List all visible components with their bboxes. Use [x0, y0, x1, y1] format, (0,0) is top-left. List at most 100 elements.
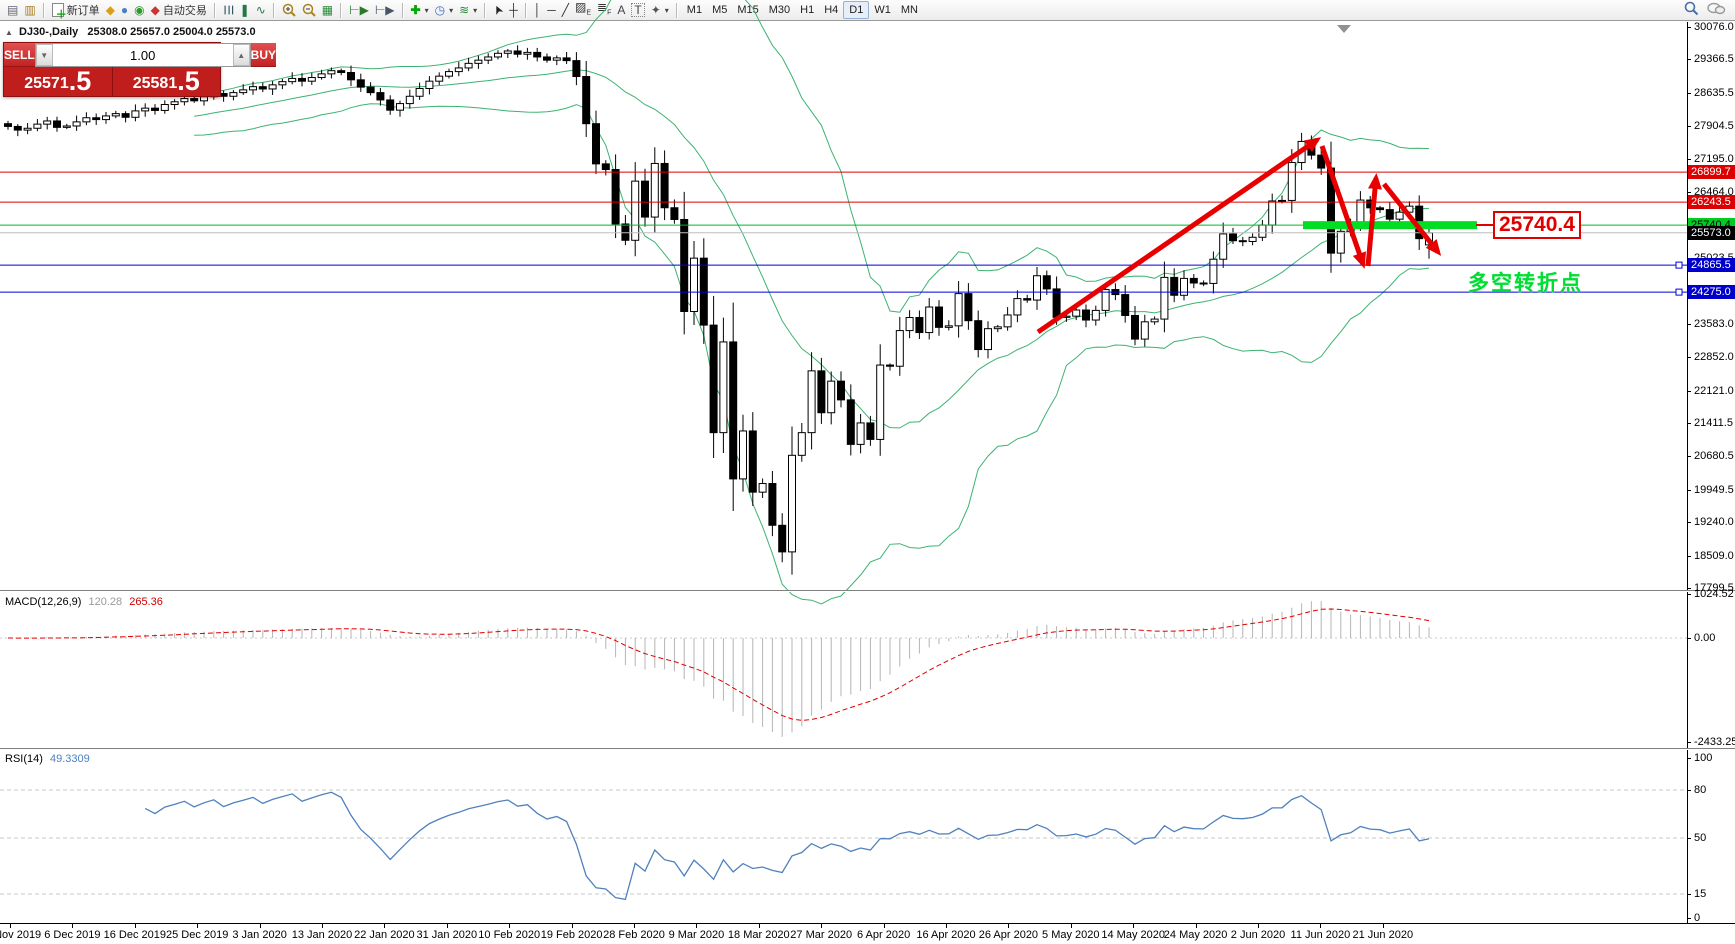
date-tick	[1008, 924, 1010, 928]
date-tick	[821, 924, 823, 928]
panel-splitter[interactable]	[0, 748, 1735, 749]
crosshair-tool-icon[interactable]: ┼	[509, 3, 518, 17]
tab-timeframe-m15[interactable]: M15	[737, 4, 759, 16]
horizontal-line-tool-icon[interactable]: ─	[547, 3, 556, 17]
tab-timeframe-h1[interactable]: H1	[800, 4, 815, 16]
ohlc-values: 25308.0 25657.0 25004.0 25573.0	[87, 26, 256, 38]
chart-window-icon[interactable]: ▤	[7, 3, 19, 17]
axis-tick	[1687, 790, 1691, 791]
date-tick-label: 3 Jan 2020	[232, 929, 287, 941]
volume-decrease-button[interactable]: ▼	[35, 44, 53, 66]
new-order-button[interactable]: ＋ 新订单	[49, 1, 103, 21]
buy-button[interactable]: BUY	[250, 43, 277, 67]
date-tick-label: 11 Jun 2020	[1290, 929, 1351, 941]
signals-icon[interactable]: ◉	[134, 3, 145, 17]
bar-chart-mode-icon[interactable]: ☰	[221, 4, 236, 16]
candle-chart-mode-icon[interactable]: ❚	[239, 3, 250, 17]
tab-timeframe-d1[interactable]: D1	[843, 1, 870, 19]
date-tick-label: 26 Apr 2020	[978, 929, 1039, 941]
sell-button[interactable]: SELL	[4, 43, 35, 67]
date-tick-label: 14 May 2020	[1101, 929, 1165, 941]
tab-timeframe-w1[interactable]: W1	[874, 4, 891, 16]
tab-timeframe-m30[interactable]: M30	[768, 4, 791, 16]
axis-tick-label: 1024.52	[1694, 588, 1734, 600]
line-chart-mode-icon[interactable]: ∿	[255, 3, 266, 17]
axis-tick	[1687, 556, 1691, 557]
date-tick-label: 13 Jan 2020	[291, 929, 353, 941]
date-tick	[259, 924, 261, 928]
chevron-down-icon: ▾	[449, 5, 454, 15]
axis-tick	[1687, 758, 1691, 759]
date-tick-label: 2 Jun 2020	[1230, 929, 1286, 941]
autotrading-icon: ◆	[150, 3, 160, 17]
search-icon[interactable]	[1684, 1, 1699, 19]
chat-icon[interactable]	[1707, 2, 1726, 19]
indicator-window-alt-icon[interactable]: ⊢▶	[374, 3, 395, 17]
profiles-icon[interactable]: ▥	[24, 3, 36, 17]
autotrading-button[interactable]: ◆ 自动交易	[148, 1, 210, 19]
tab-timeframe-h4[interactable]: H4	[824, 4, 839, 16]
rsi-value: 49.3309	[49, 753, 90, 765]
period-clock-icon[interactable]: ◷ ▾	[434, 3, 454, 17]
text-tool-label: A	[617, 3, 626, 17]
axis-tick-label: 100	[1694, 752, 1713, 764]
date-tick	[1195, 924, 1197, 928]
symbol-period-label: DJ30-,Daily	[18, 26, 79, 38]
buy-price-frac: .5	[177, 66, 200, 96]
axis-tick-label: 22852.0	[1694, 351, 1734, 363]
date-tick-label: 16 Apr 2020	[916, 929, 976, 941]
axis-tick-label: 17799.5	[1694, 582, 1734, 594]
template-icon[interactable]: ≋ ▾	[459, 3, 478, 17]
indicator-window-icon[interactable]: ⊢▶	[349, 3, 369, 17]
fibonacci-tool-icon[interactable]: ≣F	[597, 0, 612, 17]
trendline-tool-icon[interactable]: ╱	[561, 3, 569, 17]
cursor-tool-icon[interactable]: ➤	[489, 2, 507, 18]
tab-timeframe-m1[interactable]: M1	[686, 4, 703, 16]
channel-tool-icon[interactable]: ▨E	[574, 0, 591, 17]
turning-point-annotation[interactable]: 多空转折点	[1468, 272, 1583, 295]
rsi-indicator-panel[interactable]	[0, 750, 1687, 923]
add-indicator-button[interactable]: ✚ ▾	[410, 3, 429, 17]
date-tick-label: 9 Mar 2020	[668, 929, 725, 941]
price-level-label: 25573.0	[1688, 226, 1735, 240]
sell-price[interactable]: 25571.5	[4, 67, 112, 96]
date-tick	[571, 924, 573, 928]
zoom-out-icon[interactable]	[299, 1, 319, 19]
toolbar-separator	[272, 2, 275, 18]
axis-tick	[1687, 159, 1691, 160]
collapse-one-click-icon[interactable]: ▲	[5, 28, 13, 37]
styles-icon[interactable]: ◆	[105, 3, 115, 17]
date-tick-label: 24 May 2020	[1163, 929, 1228, 941]
date-tick	[758, 924, 760, 928]
community-icon[interactable]: ●	[120, 3, 129, 17]
axis-tick-label: 27904.5	[1694, 120, 1734, 132]
new-order-label: 新订单	[66, 5, 100, 17]
macd-indicator-panel[interactable]	[0, 592, 1687, 748]
zoom-in-icon[interactable]	[279, 1, 299, 19]
axis-tick	[1687, 93, 1691, 94]
text-tool-icon[interactable]: A	[614, 1, 628, 19]
axis-tick	[1687, 638, 1691, 639]
axis-tick-label: 23583.0	[1694, 318, 1734, 330]
price-callout-label[interactable]: 25740.4	[1493, 211, 1581, 239]
volume-increase-button[interactable]: ▲	[232, 44, 250, 66]
arrows-tool-icon[interactable]: ✦ ▾	[650, 3, 669, 17]
label-tool-icon[interactable]: T	[628, 1, 647, 19]
axis-tick-label: 80	[1694, 784, 1707, 796]
sell-price-main: 25571	[24, 75, 69, 92]
trade-panel-divider	[111, 67, 113, 96]
sell-price-frac: .5	[68, 66, 92, 96]
panel-splitter[interactable]	[0, 590, 1735, 591]
tab-timeframe-mn[interactable]: MN	[900, 4, 918, 16]
chevron-down-icon: ▾	[473, 5, 478, 15]
buy-price[interactable]: 25581.5	[113, 67, 221, 96]
macd-label: MACD(12,26,9) 120.28 265.36	[5, 596, 163, 608]
volume-input[interactable]	[52, 44, 233, 66]
axis-tick-label: 27195.0	[1694, 153, 1734, 165]
main-price-chart[interactable]	[0, 0, 1687, 605]
date-tick	[446, 924, 448, 928]
tab-timeframe-m5[interactable]: M5	[712, 4, 728, 16]
volume-stepper: ▼ ▲	[34, 43, 251, 67]
vertical-line-tool-icon[interactable]: │	[533, 3, 542, 17]
tile-windows-icon[interactable]: ▦	[321, 3, 334, 17]
